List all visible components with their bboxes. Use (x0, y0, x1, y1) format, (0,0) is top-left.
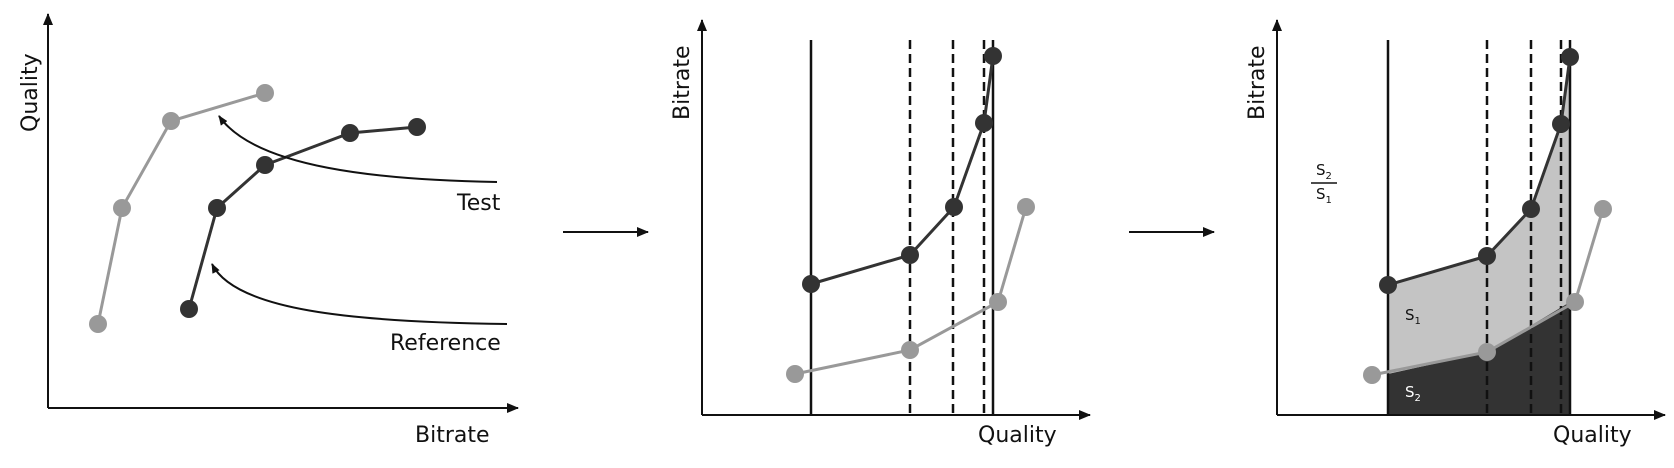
panel1-test-label: Test (456, 191, 501, 216)
panel2-reference-point (975, 114, 993, 132)
ratio-numerator-letter: S (1316, 161, 1326, 179)
panel3-ratio-fraction: S2 S1 (1311, 161, 1337, 206)
panel2-reference-point (945, 198, 963, 216)
panel3-reference-point (1552, 115, 1570, 133)
panel2-reference-curve (810, 55, 995, 286)
panel-3: Bitrate Quality S1 S2 S2 S1 (1245, 19, 1666, 448)
panel2-test-point (786, 365, 804, 383)
s2-subscript: 2 (1415, 393, 1421, 404)
ratio-denominator-subscript: 1 (1326, 195, 1332, 206)
panel2-y-axis-label: Bitrate (670, 45, 695, 120)
panel-2: Bitrate Quality (670, 19, 1091, 448)
panel2-test-point (901, 341, 919, 359)
panel3-reference-point (1379, 276, 1397, 294)
panel2-test-point (1017, 198, 1035, 216)
panel1-test-callout-arrow (218, 115, 498, 183)
panel1-reference-point (408, 118, 426, 136)
panel3-y-axis-label: Bitrate (1245, 45, 1270, 120)
panel-1: Quality Bitrate Test Reference (18, 13, 519, 448)
panel1-test-curve (96, 91, 266, 325)
panel3-reference-point (1478, 247, 1496, 265)
panel3-area-s2-label: S2 (1405, 383, 1421, 404)
panel2-x-axis-label: Quality (978, 423, 1057, 448)
ratio-numerator: S2 (1316, 161, 1332, 182)
panel2-reference-point (802, 275, 820, 293)
panel3-test-curve (1371, 208, 1605, 377)
panel1-reference-point (180, 300, 198, 318)
panel3-test-point (1478, 343, 1496, 361)
panel1-reference-point (208, 199, 226, 217)
panel3-reference-point (1522, 200, 1540, 218)
panel2-reference-point (901, 246, 919, 264)
panel1-reference-point (256, 156, 274, 174)
panel1-y-axis-label: Quality (18, 53, 43, 132)
s1-letter: S (1405, 306, 1415, 324)
ratio-denominator: S1 (1316, 185, 1332, 206)
panel3-test-point (1566, 293, 1584, 311)
panel1-x-axis-label: Bitrate (415, 423, 490, 448)
panel1-reference-label: Reference (390, 331, 501, 356)
panel1-test-point (256, 84, 274, 102)
panel3-x-axis-label: Quality (1553, 423, 1632, 448)
panel3-area-s1 (1388, 57, 1570, 374)
panel1-reference-point (341, 124, 359, 142)
panel1-reference-curve (187, 125, 418, 310)
panel1-test-point (89, 315, 107, 333)
panel2-test-point (989, 293, 1007, 311)
panel2-test-curve (794, 206, 1028, 376)
s1-subscript: 1 (1415, 316, 1421, 327)
ratio-denominator-letter: S (1316, 185, 1326, 203)
s2-letter: S (1405, 383, 1415, 401)
panel1-test-point (113, 199, 131, 217)
panel1-reference-callout-arrow (211, 263, 508, 325)
panel2-reference-point (984, 47, 1002, 65)
panel3-reference-point (1561, 48, 1579, 66)
ratio-numerator-subscript: 2 (1326, 171, 1332, 182)
panel1-test-point (162, 112, 180, 130)
panel3-test-point (1363, 366, 1381, 384)
panel3-test-point (1594, 200, 1612, 218)
panel3-area-s1-label: S1 (1405, 306, 1421, 327)
